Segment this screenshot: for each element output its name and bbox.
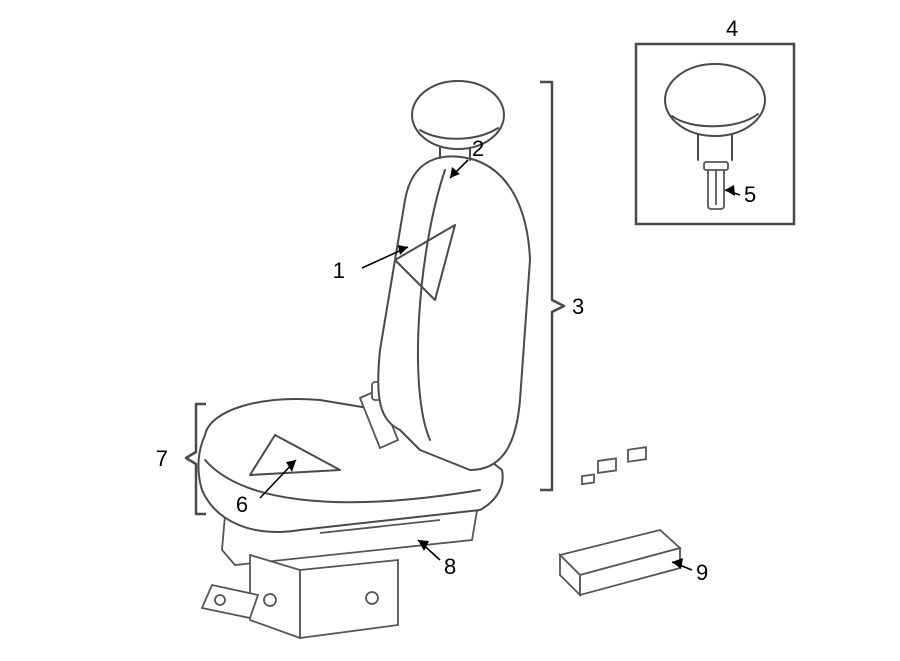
callout-1: 1 xyxy=(333,258,345,283)
callout-2: 2 xyxy=(472,136,484,161)
callout-4: 4 xyxy=(726,16,738,41)
control-module xyxy=(560,447,680,595)
callout-6: 6 xyxy=(236,492,248,517)
bracket-3 xyxy=(540,82,564,490)
callout-9: 9 xyxy=(696,560,708,585)
seat-back xyxy=(378,81,530,470)
seat-assembly xyxy=(198,81,530,638)
parts-diagram: 1 2 3 4 5 6 7 8 9 xyxy=(0,0,900,661)
callout-3: 3 xyxy=(572,294,584,319)
callout-7: 7 xyxy=(156,446,168,471)
headrest-detail xyxy=(636,44,794,224)
callout-8: 8 xyxy=(444,554,456,579)
callout-5: 5 xyxy=(744,182,756,207)
